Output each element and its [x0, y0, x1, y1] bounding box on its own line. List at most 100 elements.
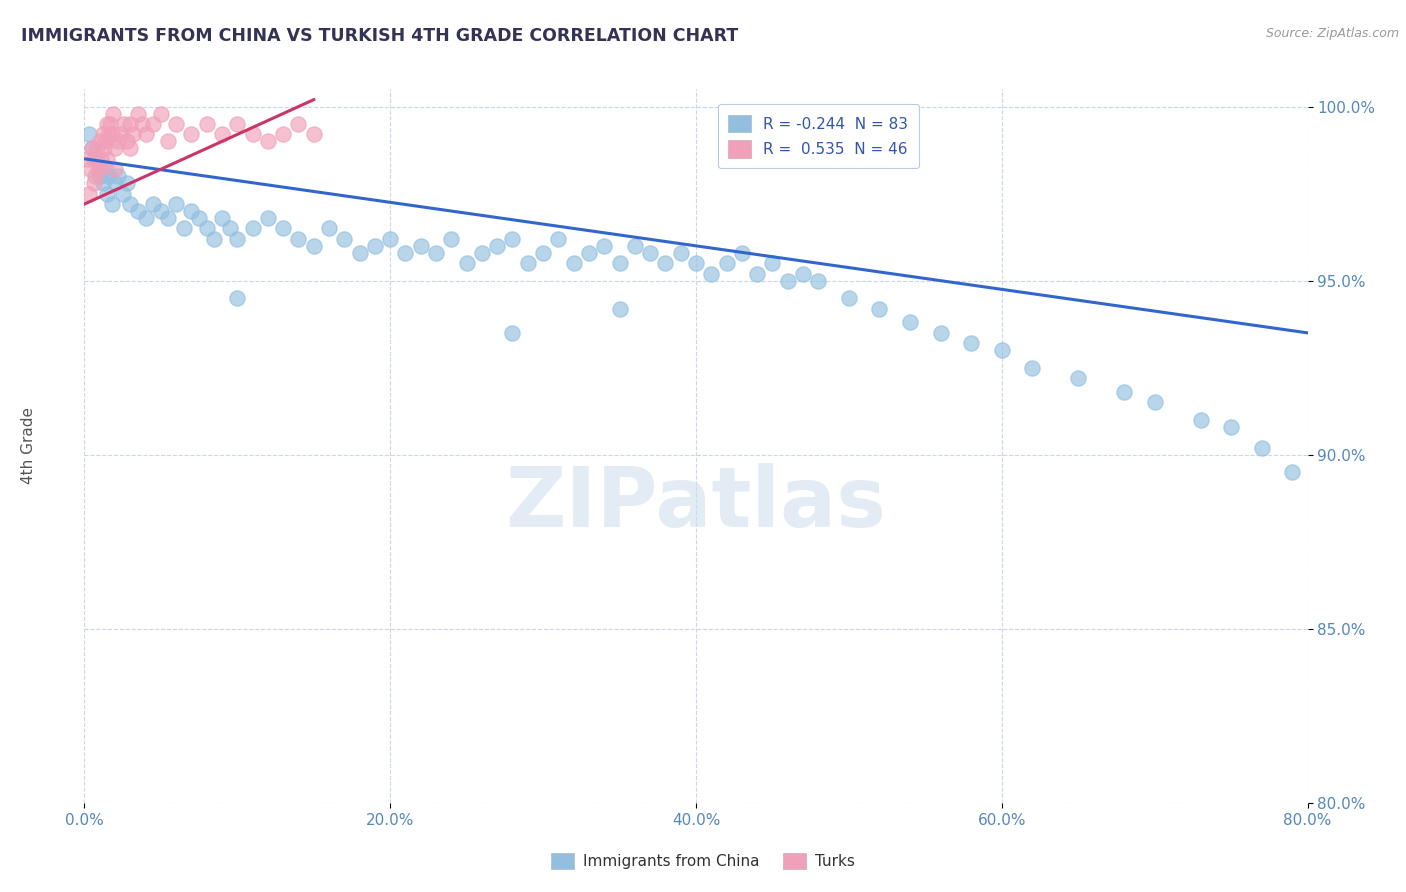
Point [104, 162, 127, 177]
Point [257, 211, 280, 225]
Point [83, 176, 105, 190]
Legend: R = -0.244  N = 83, R =  0.535  N = 46: R = -0.244 N = 83, R = 0.535 N = 46 [717, 104, 920, 169]
Point [80, 141, 103, 155]
Point [1114, 385, 1136, 400]
Point [96, 186, 118, 201]
Point [165, 197, 187, 211]
Text: IMMIGRANTS FROM CHINA VS TURKISH 4TH GRADE CORRELATION CHART: IMMIGRANTS FROM CHINA VS TURKISH 4TH GRA… [21, 27, 738, 45]
Point [180, 128, 202, 142]
Point [486, 239, 509, 253]
Point [77, 128, 100, 142]
Point [302, 128, 325, 142]
Point [761, 256, 783, 270]
Point [149, 204, 172, 219]
Text: ZIPatlas: ZIPatlas [506, 463, 886, 543]
Point [98, 117, 121, 131]
Point [318, 221, 340, 235]
Point [624, 239, 647, 253]
Point [135, 128, 157, 142]
Point [562, 256, 585, 270]
Point [165, 117, 187, 131]
Point [94, 162, 117, 177]
Point [86, 152, 108, 166]
Point [76, 152, 98, 166]
Point [547, 232, 569, 246]
Point [107, 135, 129, 149]
Point [202, 232, 225, 246]
Point [1189, 413, 1212, 427]
Point [807, 274, 830, 288]
Text: Source: ZipAtlas.com: Source: ZipAtlas.com [1265, 27, 1399, 40]
Point [531, 245, 554, 260]
Point [115, 135, 138, 149]
Point [990, 343, 1012, 358]
Point [83, 152, 105, 166]
Point [91, 176, 114, 190]
Point [173, 221, 195, 235]
Point [97, 169, 120, 184]
Point [101, 128, 124, 142]
Point [302, 239, 325, 253]
Point [593, 239, 616, 253]
Point [107, 169, 129, 184]
Point [776, 274, 799, 288]
Point [89, 169, 111, 184]
Point [501, 326, 523, 340]
Legend: Immigrants from China, Turks: Immigrants from China, Turks [546, 847, 860, 875]
Point [1021, 360, 1043, 375]
Point [929, 326, 952, 340]
Point [77, 186, 100, 201]
Point [456, 256, 478, 270]
Point [122, 128, 145, 142]
Point [96, 152, 118, 166]
Point [149, 106, 172, 120]
Point [195, 221, 218, 235]
Point [94, 135, 117, 149]
Point [745, 267, 768, 281]
Point [104, 176, 127, 190]
Point [731, 245, 754, 260]
Point [898, 315, 921, 329]
Point [394, 245, 416, 260]
Point [349, 245, 371, 260]
Point [257, 135, 280, 149]
Point [142, 117, 165, 131]
Point [131, 117, 153, 131]
Point [609, 256, 631, 270]
Point [86, 141, 108, 155]
Point [101, 197, 124, 211]
Point [157, 211, 180, 225]
Point [180, 204, 202, 219]
Point [440, 232, 463, 246]
Point [115, 176, 138, 190]
Point [287, 232, 309, 246]
Point [127, 204, 149, 219]
Point [120, 117, 142, 131]
Point [960, 336, 983, 351]
Point [120, 197, 142, 211]
Point [1250, 441, 1272, 455]
Point [287, 117, 309, 131]
Point [501, 232, 523, 246]
Point [195, 117, 218, 131]
Point [188, 211, 211, 225]
Point [271, 221, 294, 235]
Point [79, 162, 101, 177]
Point [91, 128, 114, 142]
Point [669, 245, 692, 260]
Point [226, 291, 249, 305]
Point [89, 162, 111, 177]
Point [1067, 371, 1090, 385]
Point [609, 301, 631, 316]
Point [80, 141, 103, 155]
Point [218, 221, 240, 235]
Point [364, 239, 387, 253]
Point [104, 141, 127, 155]
Point [226, 232, 249, 246]
Point [112, 117, 135, 131]
Point [654, 256, 676, 270]
Y-axis label: 4th Grade: 4th Grade [21, 408, 35, 484]
Point [1220, 420, 1243, 434]
Point [685, 256, 707, 270]
Point [226, 117, 249, 131]
